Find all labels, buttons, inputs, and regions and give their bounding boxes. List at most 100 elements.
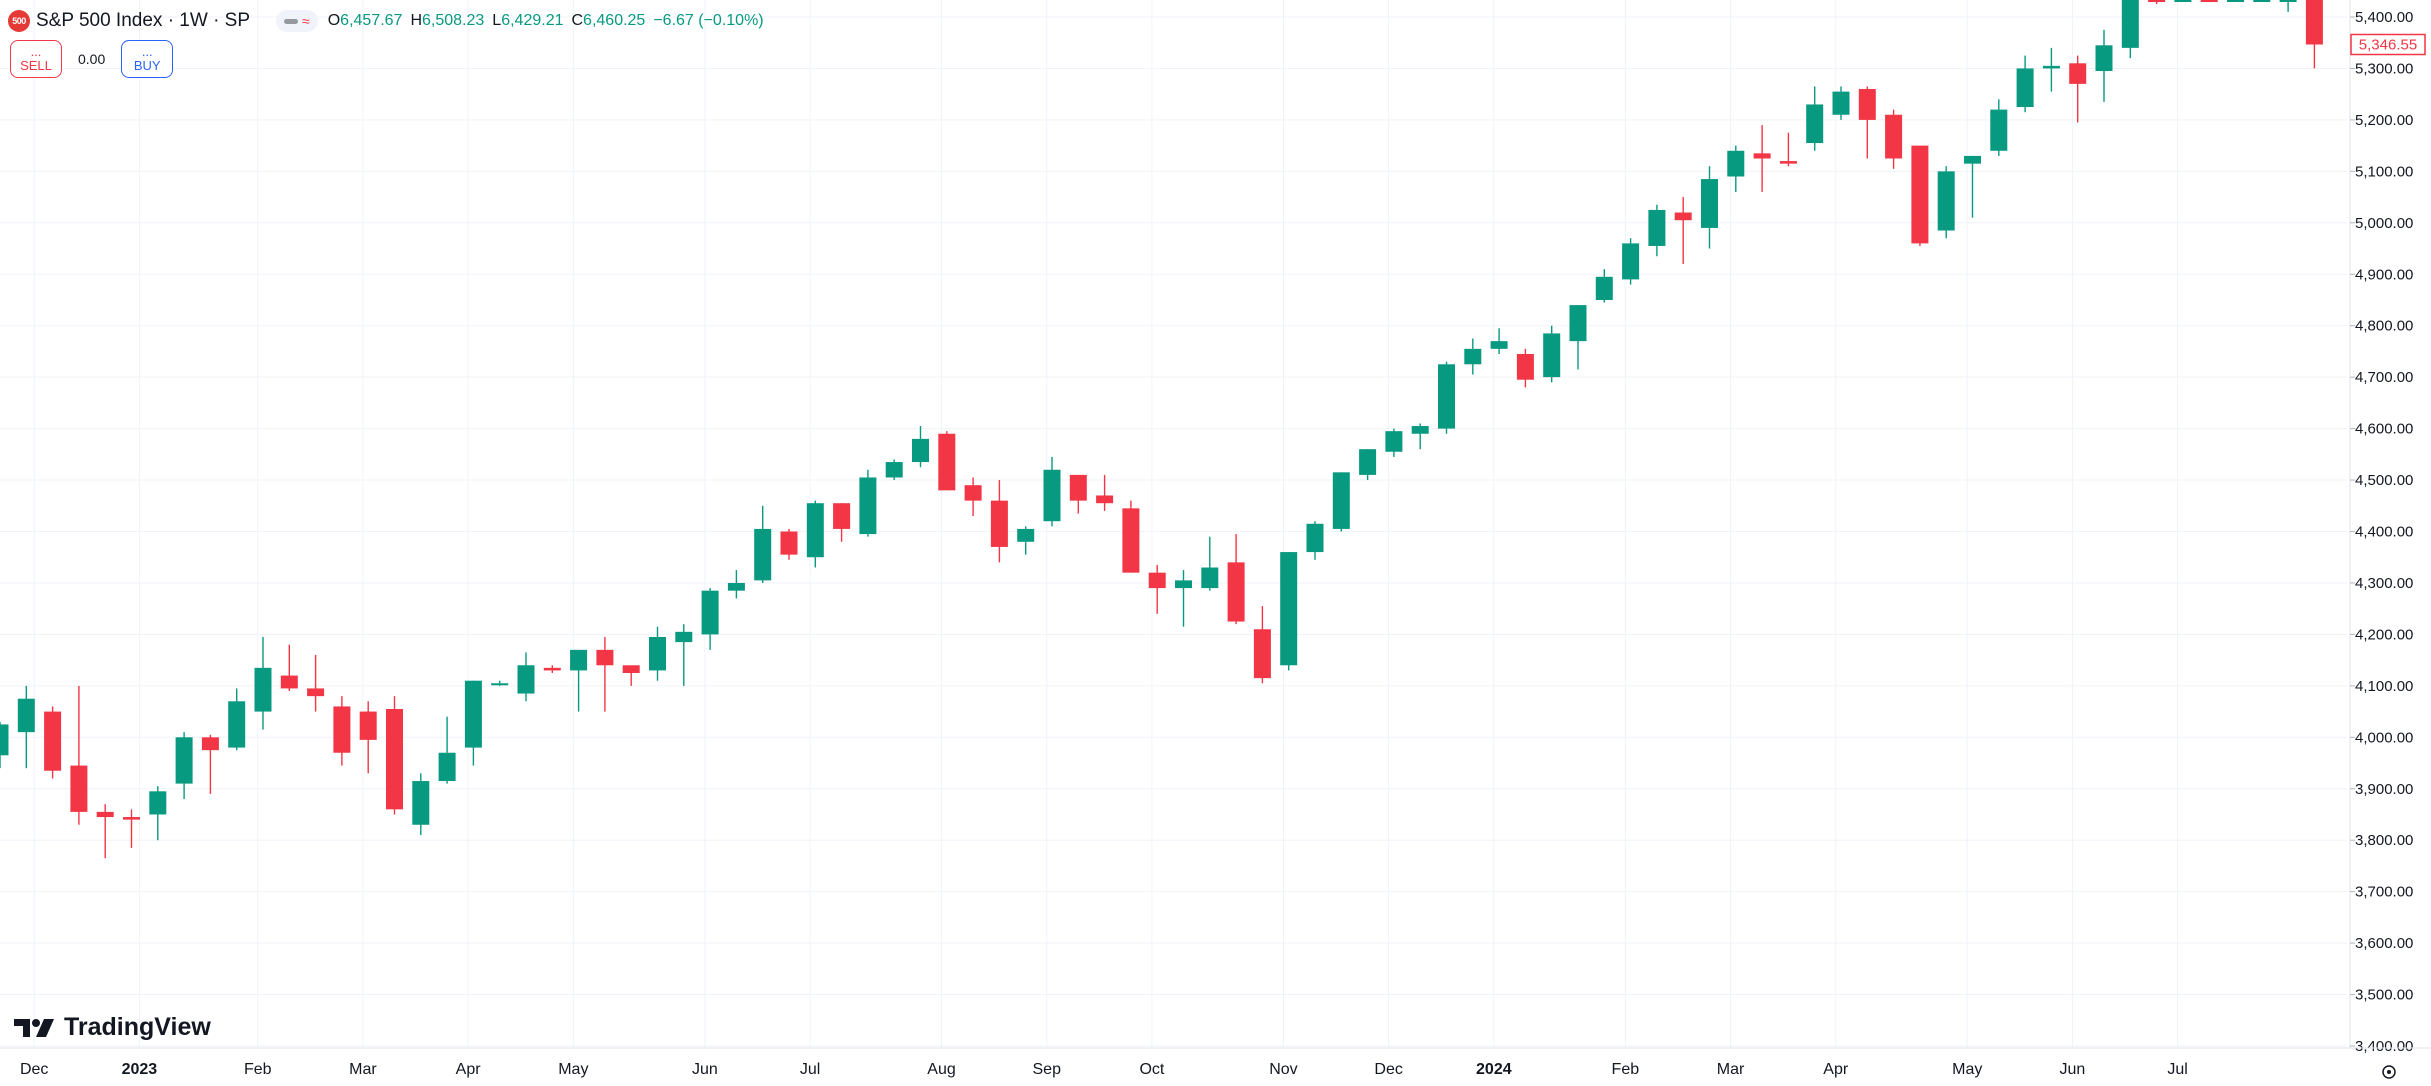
candle-up <box>0 721 9 769</box>
y-tick-label: 4,400.00 <box>2355 524 2413 541</box>
open-value: 6,457.67 <box>340 12 403 29</box>
candle-body <box>1569 305 1587 342</box>
candle-up <box>2253 0 2271 2</box>
candle-up <box>1306 521 1324 560</box>
candle-body <box>1438 364 1455 429</box>
open-label: O <box>327 12 341 29</box>
candle-up <box>2121 0 2139 59</box>
candle-body <box>1648 209 1666 246</box>
current-price-tag: 5,346.55 <box>2350 33 2426 56</box>
candle-down <box>622 665 640 686</box>
candle-body <box>570 649 588 671</box>
buy-price: ... <box>141 44 153 59</box>
candle-up <box>254 636 272 730</box>
candle-body <box>1701 179 1718 228</box>
candle-body <box>1306 523 1324 553</box>
candle-body <box>780 531 798 555</box>
candle-up <box>1990 99 2008 156</box>
symbol-title[interactable]: S&P 500 Index · 1W · SP <box>36 10 251 31</box>
y-tick-label: 5,000.00 <box>2355 215 2413 232</box>
candle-body <box>2227 0 2244 2</box>
candle-down <box>2200 0 2218 2</box>
candle-body <box>754 528 772 581</box>
candle-body <box>1017 528 1035 542</box>
candle-up <box>1595 269 1613 303</box>
candle-down <box>1674 197 1692 264</box>
indicator-toggle-pill[interactable]: ≈ <box>276 10 318 32</box>
price-axis[interactable]: 3,400.00 3,500.00 3,600.00 3,700.00 3,800.00… <box>2349 0 2413 1055</box>
candle-body <box>1096 495 1114 504</box>
candle-down <box>990 480 1008 563</box>
candle-down <box>1753 125 1771 192</box>
candle-body <box>2148 0 2166 2</box>
candle-up <box>1648 204 1666 257</box>
candle-up <box>491 680 509 686</box>
spread-value: 0.00 <box>78 51 106 67</box>
trade-panel: ... SELL 0.00 ... BUY <box>10 40 174 78</box>
candle-up <box>859 469 877 537</box>
buy-button[interactable]: ... BUY <box>121 40 174 78</box>
candle-body <box>70 765 88 812</box>
x-tick-label: 2024 <box>1476 1061 1512 1078</box>
candle-up <box>2016 55 2034 113</box>
candle-body <box>1858 89 1876 120</box>
change-value: −6.67 (−0.10%) <box>653 12 764 29</box>
candle-up <box>1175 570 1192 627</box>
candle-down <box>964 477 982 517</box>
candle-up <box>1937 166 1955 239</box>
candle-down <box>1227 534 1245 625</box>
y-tick-label: 5,200.00 <box>2355 112 2413 129</box>
candle-body <box>1411 426 1429 434</box>
x-tick-label: Sep <box>1033 1061 1062 1078</box>
visibility-icon <box>284 18 299 24</box>
candle-body <box>1148 572 1166 589</box>
candle-body <box>727 582 745 591</box>
candle-body <box>96 811 114 818</box>
candle-body <box>386 709 403 810</box>
high-label: H <box>410 12 423 29</box>
candle-body <box>438 752 456 782</box>
candle-body <box>912 438 929 463</box>
candle-down <box>123 809 140 848</box>
candle-body <box>2121 0 2139 48</box>
candle-body <box>17 698 35 733</box>
candle-down <box>833 503 851 542</box>
sell-label: SELL <box>20 58 52 73</box>
sell-button[interactable]: ... SELL <box>10 40 62 78</box>
candle-down <box>333 696 351 766</box>
x-tick-label: 2023 <box>122 1061 158 1078</box>
candle-up <box>1569 305 1587 370</box>
candle-down <box>1516 348 1534 388</box>
candle-body <box>491 683 509 686</box>
low-value: 6,429.21 <box>501 12 564 29</box>
candle-body <box>280 675 298 689</box>
chart-grid <box>0 0 2347 1048</box>
candle-body <box>2095 45 2113 72</box>
candle-up <box>175 732 193 800</box>
candle-body <box>675 631 693 643</box>
x-tick-label: Mar <box>349 1061 377 1078</box>
settings-gear-icon[interactable] <box>2382 1065 2396 1079</box>
candle-up <box>1543 325 1561 383</box>
candle-down <box>780 528 798 560</box>
candle-down <box>1911 145 1929 246</box>
candle-body <box>833 503 851 529</box>
symbol-logo: 500 <box>8 10 30 32</box>
candle-up <box>2174 0 2192 2</box>
buy-label: BUY <box>133 58 161 73</box>
candle-body <box>1227 562 1245 622</box>
candle-up <box>1043 456 1061 527</box>
candle-up <box>1411 423 1429 450</box>
candle-down <box>938 431 956 491</box>
candle-up <box>517 652 535 702</box>
tradingview-logo[interactable]: TradingView <box>14 1013 211 1042</box>
candle-up <box>1622 238 1640 285</box>
candle-body <box>1069 474 1087 501</box>
time-axis[interactable]: Dec 2023 Feb Mar Apr May Jun Jul Aug Sep Oct Nov Dec… <box>0 1047 2431 1078</box>
candle-up <box>885 459 903 481</box>
candle-body <box>806 503 824 558</box>
candle-down <box>201 734 219 794</box>
candle-up <box>1964 155 1981 218</box>
candle-down <box>386 696 403 815</box>
